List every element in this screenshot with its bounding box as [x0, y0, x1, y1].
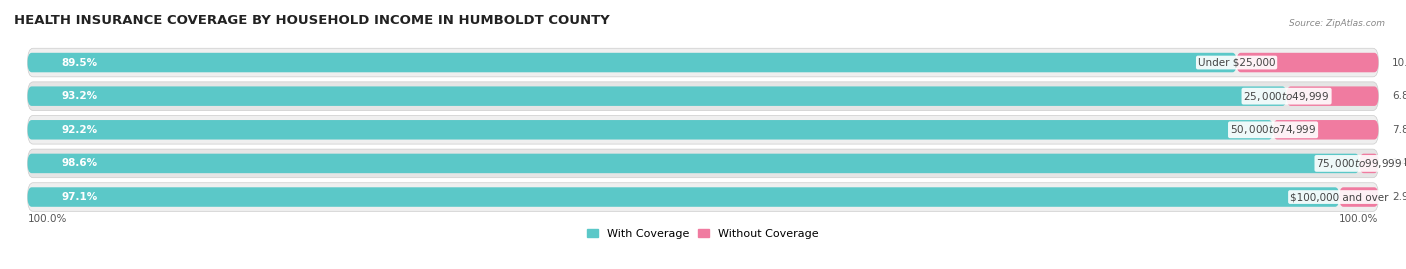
Text: $75,000 to $99,999: $75,000 to $99,999	[1316, 157, 1403, 170]
FancyBboxPatch shape	[1340, 187, 1378, 207]
FancyBboxPatch shape	[28, 149, 1378, 178]
Text: HEALTH INSURANCE COVERAGE BY HOUSEHOLD INCOME IN HUMBOLDT COUNTY: HEALTH INSURANCE COVERAGE BY HOUSEHOLD I…	[14, 14, 610, 27]
FancyBboxPatch shape	[1286, 86, 1378, 106]
Text: 89.5%: 89.5%	[62, 58, 97, 68]
Text: 100.0%: 100.0%	[28, 214, 67, 224]
FancyBboxPatch shape	[28, 187, 1340, 207]
Text: 93.2%: 93.2%	[62, 91, 97, 101]
FancyBboxPatch shape	[28, 48, 1378, 77]
Text: 97.1%: 97.1%	[62, 192, 97, 202]
FancyBboxPatch shape	[28, 86, 1286, 106]
FancyBboxPatch shape	[1360, 154, 1378, 173]
Text: 92.2%: 92.2%	[62, 125, 97, 135]
Text: 6.8%: 6.8%	[1392, 91, 1406, 101]
FancyBboxPatch shape	[28, 53, 1237, 72]
Text: Under $25,000: Under $25,000	[1198, 58, 1275, 68]
FancyBboxPatch shape	[28, 115, 1378, 144]
Text: 98.6%: 98.6%	[62, 158, 97, 168]
Text: 2.9%: 2.9%	[1392, 192, 1406, 202]
Legend: With Coverage, Without Coverage: With Coverage, Without Coverage	[582, 224, 824, 243]
Text: 7.8%: 7.8%	[1392, 125, 1406, 135]
Text: 10.5%: 10.5%	[1392, 58, 1406, 68]
Text: Source: ZipAtlas.com: Source: ZipAtlas.com	[1289, 19, 1385, 28]
Text: 1.4%: 1.4%	[1392, 158, 1406, 168]
Text: $25,000 to $49,999: $25,000 to $49,999	[1243, 90, 1330, 103]
FancyBboxPatch shape	[28, 154, 1360, 173]
Text: $100,000 and over: $100,000 and over	[1291, 192, 1389, 202]
Text: $50,000 to $74,999: $50,000 to $74,999	[1230, 123, 1316, 136]
FancyBboxPatch shape	[28, 183, 1378, 211]
FancyBboxPatch shape	[1272, 120, 1378, 140]
FancyBboxPatch shape	[28, 82, 1378, 111]
FancyBboxPatch shape	[28, 120, 1272, 140]
FancyBboxPatch shape	[1237, 53, 1378, 72]
Text: 100.0%: 100.0%	[1339, 214, 1378, 224]
